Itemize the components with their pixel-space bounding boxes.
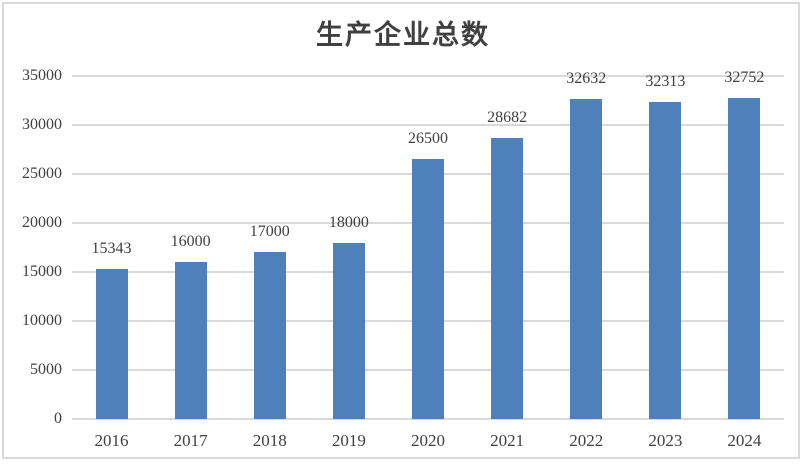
x-tick-label-2021: 2021 (490, 431, 525, 450)
y-tick-label: 35000 (22, 67, 62, 84)
y-tick-label: 30000 (22, 116, 62, 133)
x-tick-label-2017: 2017 (173, 431, 208, 450)
data-label-2017: 16000 (170, 233, 211, 251)
bar-2021 (491, 137, 524, 419)
bar-2022 (570, 99, 603, 419)
data-label-2018: 17000 (249, 223, 290, 241)
y-tick-label: 25000 (22, 165, 62, 182)
x-tick-label-2024: 2024 (727, 431, 762, 450)
y-tick-label: 5000 (30, 361, 62, 378)
bar-2016 (95, 268, 128, 419)
x-tick-label-2020: 2020 (410, 431, 445, 450)
y-tick-label: 15000 (22, 263, 62, 280)
x-tick-label-2018: 2018 (252, 431, 287, 450)
data-label-2016: 15343 (91, 239, 132, 257)
gridline (72, 75, 784, 77)
bar-2023 (649, 102, 682, 419)
y-tick-label: 0 (54, 410, 62, 427)
gridline (72, 124, 784, 126)
chart-border (2, 2, 800, 459)
y-tick-label: 10000 (22, 312, 62, 329)
x-tick-label-2023: 2023 (648, 431, 683, 450)
data-label-2023: 32313 (645, 73, 686, 91)
data-label-2020: 26500 (407, 130, 448, 148)
plot-area: 15343 2016 16000 2017 17000 2018 18000 2019 2650… (72, 69, 784, 450)
bar-2018 (253, 252, 286, 419)
bar-2020 (412, 159, 444, 419)
bar-2017 (174, 262, 207, 419)
data-label-2022: 32632 (566, 70, 607, 88)
data-label-2021: 28682 (487, 108, 528, 126)
chart-title: 生产企业总数 (316, 20, 490, 50)
bar-2024 (728, 98, 761, 419)
data-label-2019: 18000 (328, 213, 369, 231)
y-tick-label: 20000 (22, 214, 62, 231)
x-axis-line (72, 418, 784, 420)
x-tick-label-2022: 2022 (569, 431, 604, 450)
data-label-2024: 32752 (724, 69, 765, 87)
x-tick-label-2019: 2019 (331, 431, 366, 450)
x-tick-label-2016: 2016 (94, 431, 129, 450)
bar-2019 (332, 242, 365, 419)
